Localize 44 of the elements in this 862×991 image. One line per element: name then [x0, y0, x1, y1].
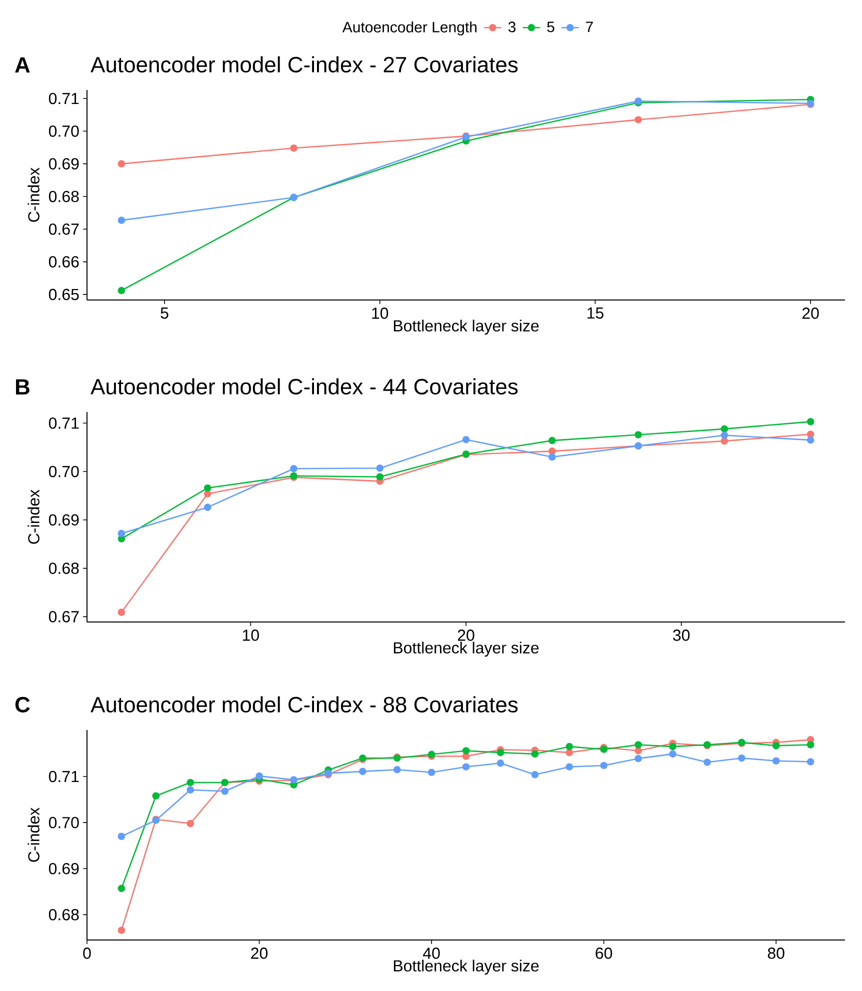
text: A — [15, 57, 30, 72]
y-tick-label: 0.66 — [48, 256, 79, 268]
chart-title: Autoencoder model C-index - 88 Covariates — [90, 696, 518, 712]
y-tick-label: 0.67 — [48, 611, 79, 622]
y-tick-label: 0.68 — [48, 909, 79, 920]
x-tick-label: 10 — [372, 308, 388, 319]
x-tick-label: 20 — [251, 948, 268, 959]
y-tick-label: 0.70 — [48, 126, 79, 137]
x-tick-label: 15 — [588, 308, 604, 319]
chart-title: Autoencoder model C-index - 44 Covariates — [90, 378, 518, 394]
y-axis-title: C-index — [28, 168, 40, 222]
x-axis-title: Bottleneck layer size — [394, 960, 539, 975]
y-tick-label: 0.67 — [48, 223, 79, 235]
y-tick-label: 0.71 — [48, 92, 79, 104]
x-tick-label: 40 — [423, 948, 440, 959]
y-axis-title: C-index — [28, 808, 40, 862]
y-tick-label: 0.68 — [48, 190, 79, 202]
y-tick-label: 0.71 — [48, 417, 79, 429]
x-tick-label: 80 — [768, 948, 784, 959]
legend-label: 7 — [586, 22, 593, 32]
x-axis-title: Bottleneck layer size — [394, 642, 539, 657]
y-tick-label: 0.69 — [48, 158, 79, 170]
legend-label: 5 — [547, 22, 554, 32]
x-tick-label: 5 — [160, 308, 168, 319]
text: B — [16, 379, 30, 394]
legend-title: Autoencoder Length — [342, 21, 476, 36]
y-tick-label: 0.70 — [48, 816, 79, 828]
x-tick-label: 0 — [83, 948, 91, 959]
x-tick-label: 20 — [802, 308, 819, 319]
y-tick-label: 0.68 — [48, 562, 79, 574]
x-tick-label: 20 — [458, 630, 474, 641]
y-tick-label: 0.70 — [48, 466, 79, 478]
text: C — [15, 696, 30, 712]
x-tick-label: 30 — [673, 630, 690, 641]
legend-label: 3 — [508, 22, 516, 32]
x-tick-label: 10 — [242, 630, 259, 641]
y-axis-title: C-index — [28, 490, 40, 544]
x-tick-label: 60 — [596, 948, 612, 959]
y-tick-label: 0.71 — [48, 770, 79, 782]
y-tick-label: 0.69 — [48, 514, 79, 526]
y-tick-label: 0.69 — [48, 862, 79, 874]
x-axis-title: Bottleneck layer size — [394, 320, 539, 335]
y-tick-label: 0.65 — [48, 288, 79, 300]
chart-title: Autoencoder model C-index - 27 Covariates — [90, 56, 518, 72]
